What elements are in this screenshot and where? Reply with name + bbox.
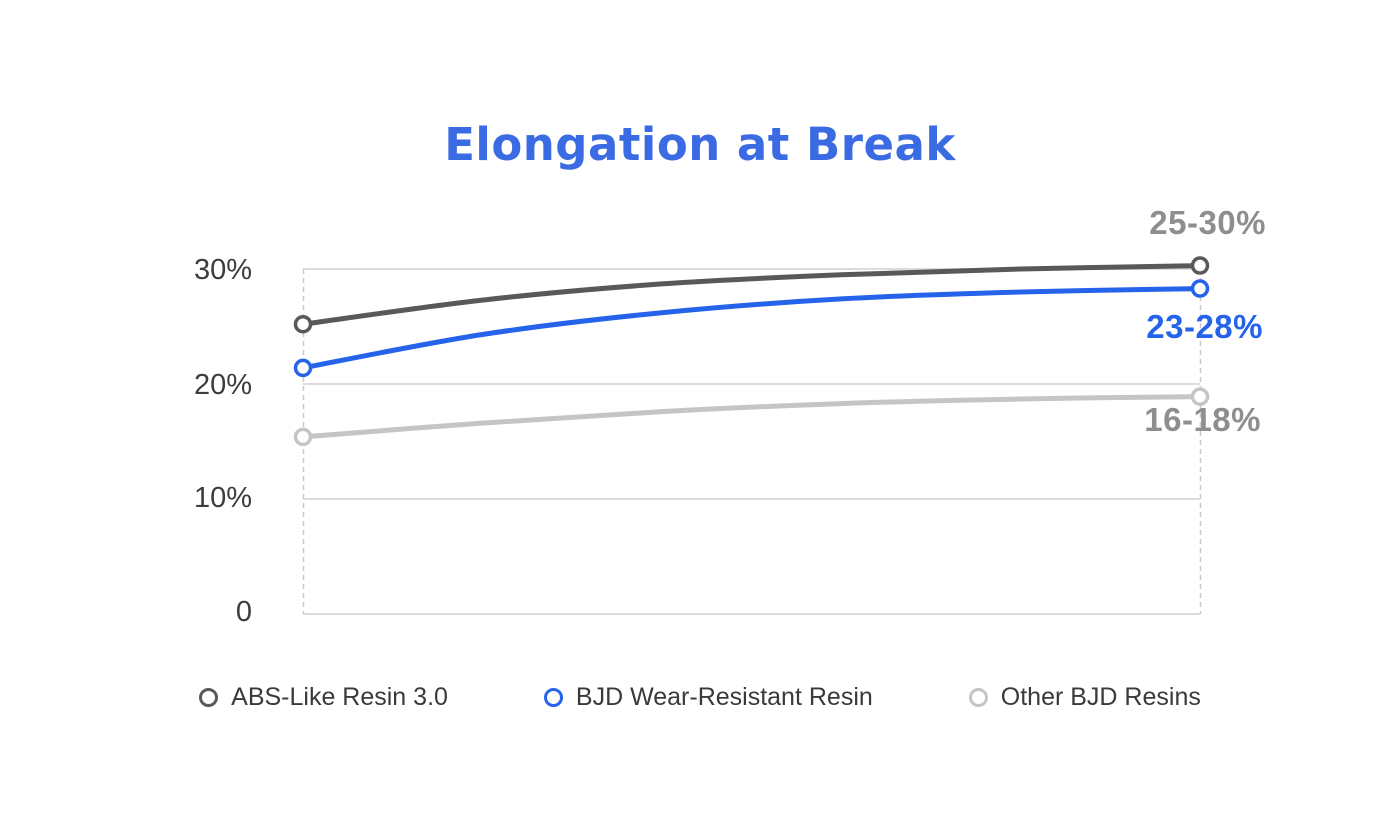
- range-annotation-wear-resistant: 23-28%: [1146, 308, 1263, 345]
- range-annotation-abs-like: 25-30%: [1149, 204, 1266, 241]
- data-point-marker: [1190, 256, 1210, 275]
- data-point-marker: [293, 314, 313, 334]
- legend-label: BJD Wear-Resistant Resin: [575, 682, 873, 711]
- series-marker-icon: [199, 687, 219, 707]
- data-point-marker: [1190, 279, 1210, 298]
- legend-label: Other BJD Resins: [1000, 682, 1201, 711]
- data-point-marker: [293, 427, 313, 447]
- series-lines: [293, 256, 1210, 447]
- y-tick-0: 0: [235, 596, 252, 628]
- y-tick-30: 30%: [193, 254, 252, 286]
- legend-item-other-bjd-resins[interactable]: Other BJD Resins: [968, 682, 1201, 712]
- data-point-marker: [293, 358, 313, 378]
- legend-label: ABS-Like Resin 3.0: [231, 682, 448, 711]
- chart-title: Elongation at Break: [444, 118, 956, 171]
- series-0: [293, 256, 1210, 334]
- data-point-marker: [1190, 387, 1210, 406]
- range-annotation-other-resins: 16-18%: [1144, 401, 1261, 438]
- legend-item-abs-like-resin[interactable]: ABS-Like Resin 3.0: [199, 683, 448, 712]
- y-tick-20: 20%: [193, 369, 252, 401]
- legend-item-bjd-wear-resistant-resin[interactable]: BJD Wear-Resistant Resin: [543, 682, 873, 712]
- series-2: [293, 387, 1210, 447]
- y-tick-10: 10%: [193, 482, 252, 514]
- series-1: [293, 279, 1210, 378]
- series-marker-icon: [968, 687, 988, 707]
- series-marker-icon: [543, 687, 563, 707]
- chart-legend: ABS-Like Resin 3.0 BJD Wear-Resistant Re…: [0, 676, 1400, 718]
